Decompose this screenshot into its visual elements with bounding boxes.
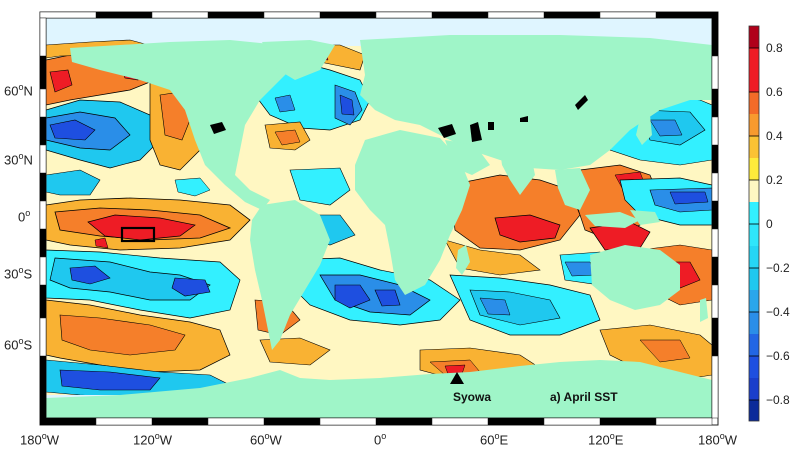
- cbar-tick-0.4: 0.4: [766, 129, 783, 143]
- panel-label: a) April SST: [550, 390, 618, 404]
- highlight-box: [120, 226, 156, 243]
- station-label-syowa: Syowa: [453, 390, 492, 404]
- syowa-station-marker: [450, 372, 464, 384]
- cbar-tick-neg0.2: −0.2: [766, 261, 790, 275]
- y-tick-30n: 30oN: [4, 151, 33, 168]
- y-tick-30s: 30oS: [4, 265, 33, 282]
- x-tick-120w: 120oW: [133, 431, 172, 448]
- y-tick-0: 0o: [18, 208, 31, 225]
- y-tick-60n: 60oN: [4, 82, 33, 99]
- land: [46, 35, 712, 418]
- x-tick-0: 0o: [374, 431, 387, 448]
- y-tick-60s: 60oS: [4, 336, 33, 353]
- sst-field: [46, 18, 712, 418]
- cbar-tick-neg0.6: −0.6: [766, 349, 790, 363]
- cbar-tick-0.8: 0.8: [766, 41, 783, 55]
- x-tick-60e: 60oE: [480, 431, 509, 448]
- x-tick-60w: 60oW: [250, 431, 282, 448]
- cbar-tick-neg0.8: −0.8: [766, 393, 790, 407]
- x-tick-120e: 120oE: [588, 431, 624, 448]
- x-tick-180w-right: 180oW: [698, 431, 737, 448]
- colorbar: [748, 25, 760, 422]
- lakes: [210, 95, 588, 142]
- map-frame: [39, 11, 719, 426]
- x-tick-180w: 180oW: [20, 431, 59, 448]
- cbar-tick-0: 0: [766, 217, 773, 231]
- cbar-tick-neg0.4: −0.4: [766, 305, 790, 319]
- cbar-tick-0.2: 0.2: [766, 173, 783, 187]
- cbar-tick-0.6: 0.6: [766, 85, 783, 99]
